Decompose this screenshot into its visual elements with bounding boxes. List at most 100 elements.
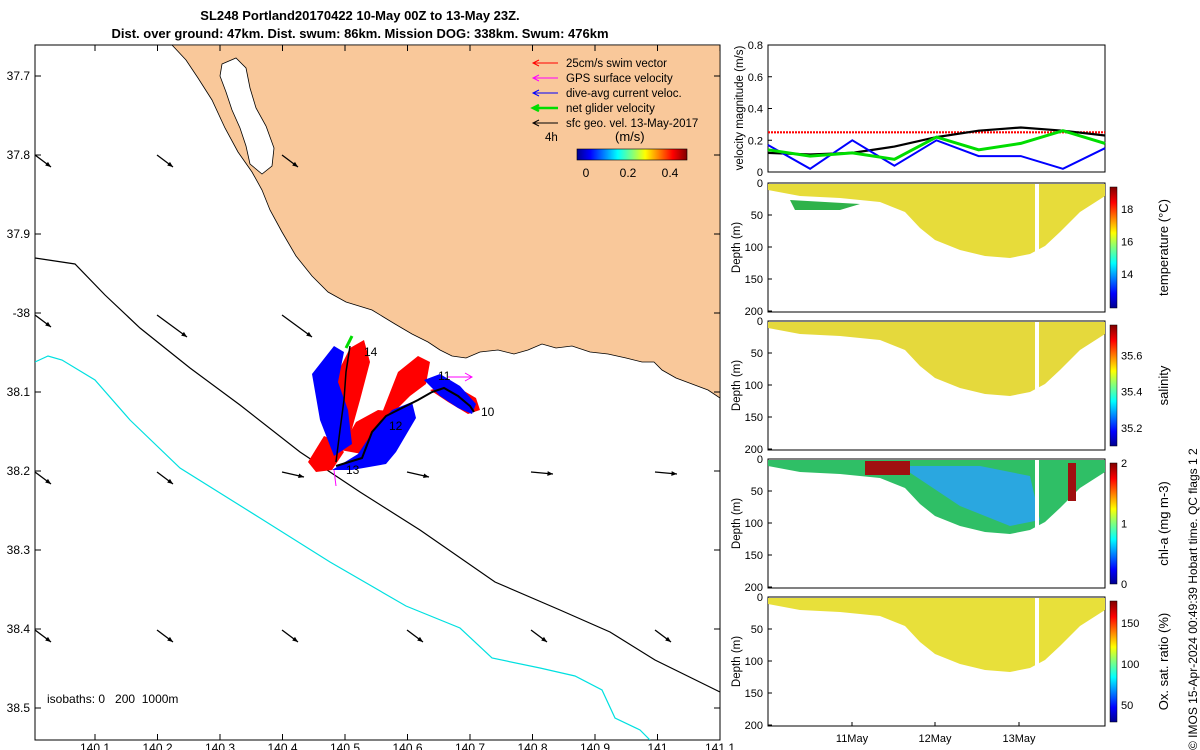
geo-velocity-arrow: [406, 629, 424, 643]
credit-line: © IMOS 15-Apr-2024 00:49:39 Hobart time.…: [1186, 448, 1200, 750]
depth-tick-label: 100: [745, 518, 763, 530]
geo-velocity-arrow: [530, 629, 548, 643]
depth-tick-label: 200: [745, 306, 763, 318]
depth-tick-label: 0: [757, 316, 763, 328]
depth-tick-label: 50: [751, 210, 763, 222]
colorbar-tick-label: 35.4: [1121, 387, 1142, 399]
lon-tick-label: 140.3: [205, 741, 235, 750]
section-panel-2: 0 50 100 150 200 Depth (m) 35.2 35.4 35.6 salinit…: [731, 316, 1171, 456]
chl-low-region: [900, 466, 1040, 526]
geo-velocity-arrow: [406, 471, 430, 479]
colorbar-tick-0.2: 0.2: [620, 166, 637, 180]
depth-tick-label: 200: [745, 582, 763, 594]
colorbar-label: (m/s): [615, 129, 645, 144]
section-panel-3: 0 50 100 150 200 Depth (m) 0 1 2 chl-a (mg m-3): [731, 454, 1171, 594]
map-axis-ticks: 140.1 140.2 140.3 140.4 140.5 140.6 140.7 140.8…: [7, 45, 735, 750]
island: [219, 57, 275, 175]
lon-tick-label: 140.5: [330, 741, 360, 750]
lon-tick-label: 140.7: [455, 741, 485, 750]
depth-axis-label: Depth (m): [731, 636, 743, 687]
geo-velocity-arrow: [156, 471, 174, 485]
title-line-2: Dist. over ground: 47km. Dist. swum: 86k…: [111, 26, 609, 41]
geo-velocity-arrow: [34, 629, 52, 643]
lat-tick-label: 37.9: [7, 227, 31, 241]
velocity-ytick-label: 0.6: [748, 72, 763, 84]
geo-velocity-arrow: [281, 629, 299, 643]
depth-tick-label: 150: [745, 274, 763, 286]
current-vectors-a: [312, 346, 352, 456]
section-data-field: [768, 184, 1105, 258]
colorbar-tick-label: 18: [1121, 204, 1133, 216]
colorbar-tick-label: 0: [1121, 579, 1127, 591]
depth-tick-label: 0: [757, 592, 763, 604]
colorbar-axis-label: Ox. sat. ratio (%): [1156, 613, 1171, 711]
map-panel: 10 11 12 13 14 140.1 140.2 140.3 140.4 140.5…: [7, 44, 735, 750]
depth-axis-label: Depth (m): [731, 498, 743, 549]
legend-label: net glider velocity: [566, 103, 655, 115]
section-panel-4: 0 50 100 150 200 Depth (m) 50 100 150 Ox. sat. ra…: [731, 592, 1171, 732]
cool-surface-patch: [790, 200, 860, 210]
chl-high-column: [1068, 463, 1076, 501]
depth-axis-label: Depth (m): [731, 360, 743, 411]
date-tick-label: 11May: [836, 733, 869, 745]
lat-tick-label: 37.8: [7, 148, 31, 162]
figure-title: SL248 Portland20170422 10-May 00Z to 13-…: [0, 7, 720, 43]
chl-high-region: [865, 461, 910, 475]
section-colorbar: [1109, 186, 1118, 309]
net-velocity-vector: [344, 335, 354, 349]
legend-label: 25cm/s swim vector: [566, 58, 667, 70]
geo-velocity-arrow: [281, 471, 305, 479]
velocity-ytick-label: 0: [757, 167, 763, 179]
track-label-11: 11: [438, 369, 451, 383]
depth-tick-label: 200: [745, 444, 763, 456]
legend-item: dive-avg current veloc.: [531, 88, 682, 100]
current-vectors-c: [424, 374, 476, 414]
gps-velocity-vector: [333, 372, 474, 487]
lon-tick-label: 140.4: [267, 741, 297, 750]
section-colorbar: [1109, 462, 1118, 585]
data-gap: [1035, 598, 1039, 707]
depth-tick-label: 200: [745, 720, 763, 732]
section-data-field: [768, 322, 1105, 396]
colorbar-tick-label: 100: [1121, 659, 1139, 671]
date-tick-label: 12May: [918, 733, 952, 745]
velocity-plot: 0 0.2 0.4 0.6 0.8 velocity magnitude (m/s): [734, 40, 1106, 179]
track-label-13: 13: [346, 463, 360, 477]
lat-tick-label: 38.4: [7, 622, 31, 636]
speed-colorbar: [576, 148, 688, 161]
glider-track-north: [335, 345, 351, 463]
section-data-field: [768, 598, 1105, 672]
colorbar-tick-label: 35.6: [1121, 350, 1142, 362]
isobaths-note: isobaths: 0 200 1000m: [47, 692, 178, 706]
legend-item: sfc geo. vel. 13-May-2017: [531, 118, 698, 130]
depth-tick-label: 0: [757, 178, 763, 190]
track-label-14: 14: [364, 345, 378, 359]
geo-velocity-arrow: [34, 154, 52, 168]
section-colorbar: [1109, 324, 1118, 447]
colorbar-tick-label: 150: [1121, 618, 1139, 630]
depth-tick-label: 150: [745, 688, 763, 700]
lat-tick-label: 38.3: [7, 543, 31, 557]
geo-velocity-arrow: [156, 314, 188, 338]
velocity-series-line: [767, 139, 1106, 170]
colorbar-tick-label: 2: [1121, 458, 1127, 470]
lat-tick-label: 38.1: [7, 385, 31, 399]
lat-tick-label: 37.7: [7, 69, 31, 83]
geo-velocity-arrow: [34, 471, 52, 485]
swim-vectors-d11: [380, 356, 430, 418]
glider-track: [335, 386, 475, 467]
data-gap: [1035, 184, 1039, 293]
title-line-1: SL248 Portland20170422 10-May 00Z to 13-…: [200, 8, 520, 23]
land-mass: [171, 45, 720, 399]
legend-label: sfc geo. vel. 13-May-2017: [566, 118, 698, 130]
isobath-200m: [35, 257, 720, 693]
section-panel-1: 0 50 100 150 200 Depth (m) 14 16 18 temperature (…: [731, 178, 1171, 318]
velocity-plot-frame: [767, 44, 1106, 173]
isobath-1000m: [35, 355, 651, 740]
current-vectors-b: [332, 402, 416, 470]
lat-tick-label: 38.2: [7, 464, 31, 478]
lon-tick-label: 141.1: [705, 741, 735, 750]
depth-tick-label: 150: [745, 550, 763, 562]
date-tick-label: 13May: [1002, 733, 1036, 745]
